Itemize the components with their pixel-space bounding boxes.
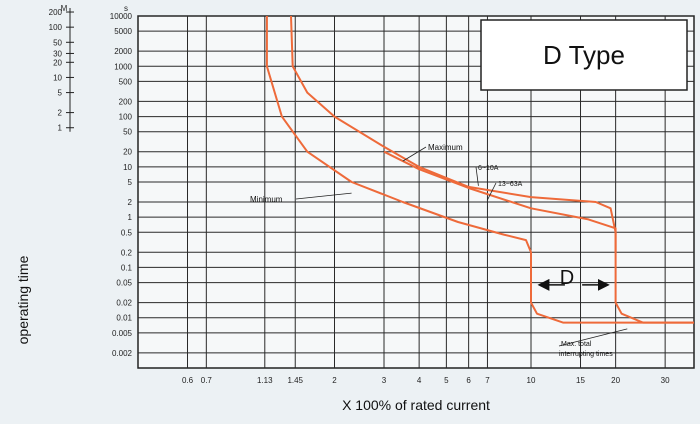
y-tick-label: 0.002	[112, 349, 133, 358]
x-tick-label: 30	[661, 376, 670, 385]
leader-line	[558, 328, 628, 347]
y-tick-label: 0.005	[112, 329, 133, 338]
x-tick-label: 4	[417, 376, 422, 385]
annotation-label: Max. total	[561, 341, 592, 348]
y-tick-label: 2000	[114, 47, 132, 56]
title-box	[480, 19, 688, 91]
x-tick-label: 5	[444, 376, 449, 385]
leader-line	[402, 146, 427, 162]
annotation-label: 13~63A	[498, 181, 523, 188]
leader-line	[295, 192, 352, 200]
x-axis: 0.6 0.7 1.13 1.45 2 3 4 5 6 7 10 15 20 30	[182, 376, 670, 385]
x-tick-label: 1.13	[257, 376, 273, 385]
annotation-label: 6~10A	[478, 165, 499, 172]
y-tick-label: 1000	[114, 62, 132, 71]
x-tick-label: 20	[611, 376, 620, 385]
x-tick-label: 0.7	[201, 376, 213, 385]
annotation-label: D	[560, 267, 574, 289]
curve-3	[383, 150, 617, 253]
y-tick-label: 2	[128, 198, 133, 207]
y-tick-label: 100	[119, 113, 133, 122]
leader-line	[475, 166, 479, 186]
annotation-label: interrupting times	[559, 351, 613, 358]
y-tick-label: 50	[123, 128, 132, 137]
y-tick-label: 5000	[114, 27, 132, 36]
y-tick-label: 0.5	[121, 228, 133, 237]
x-tick-label: 7	[485, 376, 490, 385]
minutes-tick-label: 2	[58, 109, 63, 118]
x-tick-label: 10	[527, 376, 536, 385]
curve-1	[265, 16, 694, 324]
minutes-tick-label: 50	[53, 38, 62, 47]
y-tick-label: 200	[119, 97, 133, 106]
minutes-tick-label: 30	[53, 49, 62, 58]
x-tick-label: 3	[382, 376, 387, 385]
y-unit-minutes: M	[61, 4, 68, 13]
minutes-tick-label: 1	[58, 124, 63, 133]
minutes-tick-label: 20	[53, 58, 62, 67]
annotations: Minimum Maximum 6~10A 13~63A Max. total inter…	[250, 143, 628, 358]
y-tick-label: 10000	[110, 12, 133, 21]
y-tick-label: 0.1	[121, 263, 133, 272]
y-unit-seconds: s	[124, 4, 128, 13]
y-axis-seconds: 10000 5000 2000 1000 500 200 100 50 20 10 5 2 1 0.5 0.…	[110, 12, 133, 358]
annotation-label: Maximum	[428, 143, 463, 152]
x-tick-label: 2	[332, 376, 337, 385]
y-tick-label: 0.2	[121, 248, 133, 257]
y-axis-label: operating time	[15, 255, 31, 344]
leader-line	[487, 182, 497, 201]
y-tick-label: 0.01	[116, 314, 132, 323]
minutes-tick-label: 100	[49, 23, 63, 32]
curve-2	[290, 15, 694, 324]
x-axis-label: X 100% of rated current	[342, 397, 490, 413]
y-tick-label: 0.05	[116, 279, 132, 288]
x-tick-label: 15	[576, 376, 585, 385]
minutes-tick-label: 5	[58, 89, 63, 98]
minutes-tick-label: 200	[49, 8, 63, 17]
y-tick-label: 10	[123, 163, 132, 172]
minutes-tick-label: 10	[53, 73, 62, 82]
x-tick-label: 0.6	[182, 376, 194, 385]
annotation-label: Minimum	[250, 195, 283, 204]
y-tick-label: 0.02	[116, 299, 132, 308]
chart-title: D Type	[543, 40, 625, 70]
curves	[265, 15, 694, 324]
x-tick-label: 1.45	[287, 376, 303, 385]
y-tick-label: 20	[123, 148, 132, 157]
y-tick-label: 500	[119, 77, 133, 86]
y-tick-label: 5	[128, 178, 133, 187]
y-tick-label: 1	[128, 213, 133, 222]
x-tick-label: 6	[466, 376, 471, 385]
